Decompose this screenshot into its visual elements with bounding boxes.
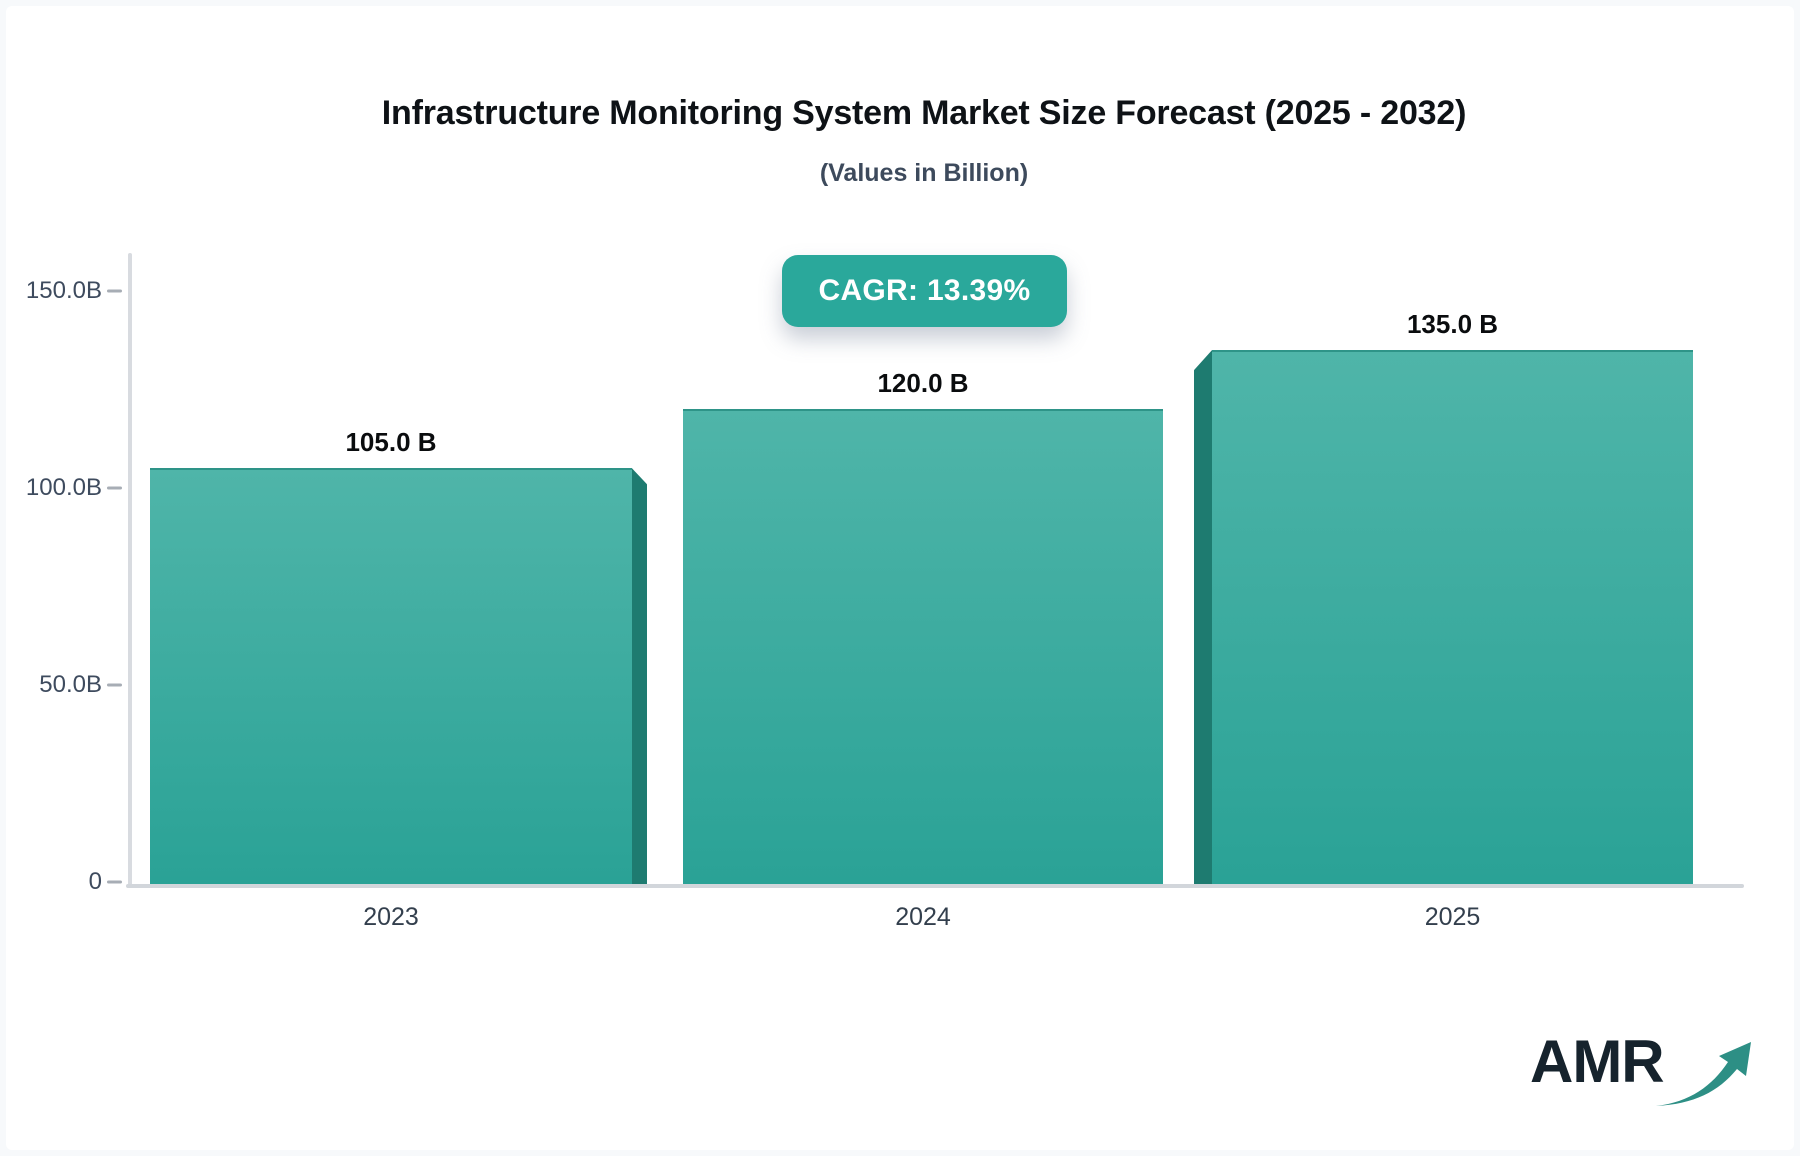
x-axis-label: 2023 [363, 903, 419, 931]
chart-subtitle: (Values in Billion) [819, 159, 1029, 187]
chart-title: Infrastructure Monitoring System Market … [381, 94, 1467, 132]
bar-side-face [1194, 350, 1212, 884]
x-axis-line [126, 884, 1744, 888]
amr-logo-text: AMR [1530, 1028, 1665, 1095]
bar-value-label: 120.0 B [877, 368, 969, 399]
y-axis-tick-dash [107, 683, 122, 687]
y-axis-tick-dash [107, 880, 122, 884]
bar [1212, 350, 1693, 884]
bar [683, 409, 1163, 884]
plot-area: 150.0B 100.0B 50.0B 0 105.0 B 2023 120.0 B 2024… [6, 6, 1794, 1150]
bar [150, 468, 632, 884]
y-axis-tick-label: 100.0B [25, 474, 102, 501]
amr-logo: AMR [1530, 1030, 1754, 1114]
growth-arrow-icon [1655, 1042, 1751, 1106]
y-axis-tick-label: 150.0B [25, 277, 102, 304]
bar-value-label: 135.0 B [1406, 309, 1499, 340]
x-axis-label: 2024 [895, 903, 951, 931]
y-axis-tick-label: 50.0B [39, 671, 102, 698]
y-axis-tick-dash [107, 486, 122, 490]
bar-value-label: 105.0 B [345, 427, 437, 458]
x-axis-label: 2025 [1424, 903, 1481, 931]
y-axis-tick-label: 0 [88, 868, 102, 895]
chart-card: 150.0B 100.0B 50.0B 0 105.0 B 2023 120.0 B 2024… [6, 6, 1794, 1150]
chart-header: Infrastructure Monitoring System Market … [54, 6, 1794, 188]
y-axis-line [128, 253, 132, 888]
bar-side-face [632, 468, 647, 884]
cagr-badge: CAGR: 13.39% [782, 255, 1067, 327]
cagr-badge-label: CAGR: 13.39% [818, 274, 1031, 307]
y-axis-tick-dash [107, 289, 122, 293]
